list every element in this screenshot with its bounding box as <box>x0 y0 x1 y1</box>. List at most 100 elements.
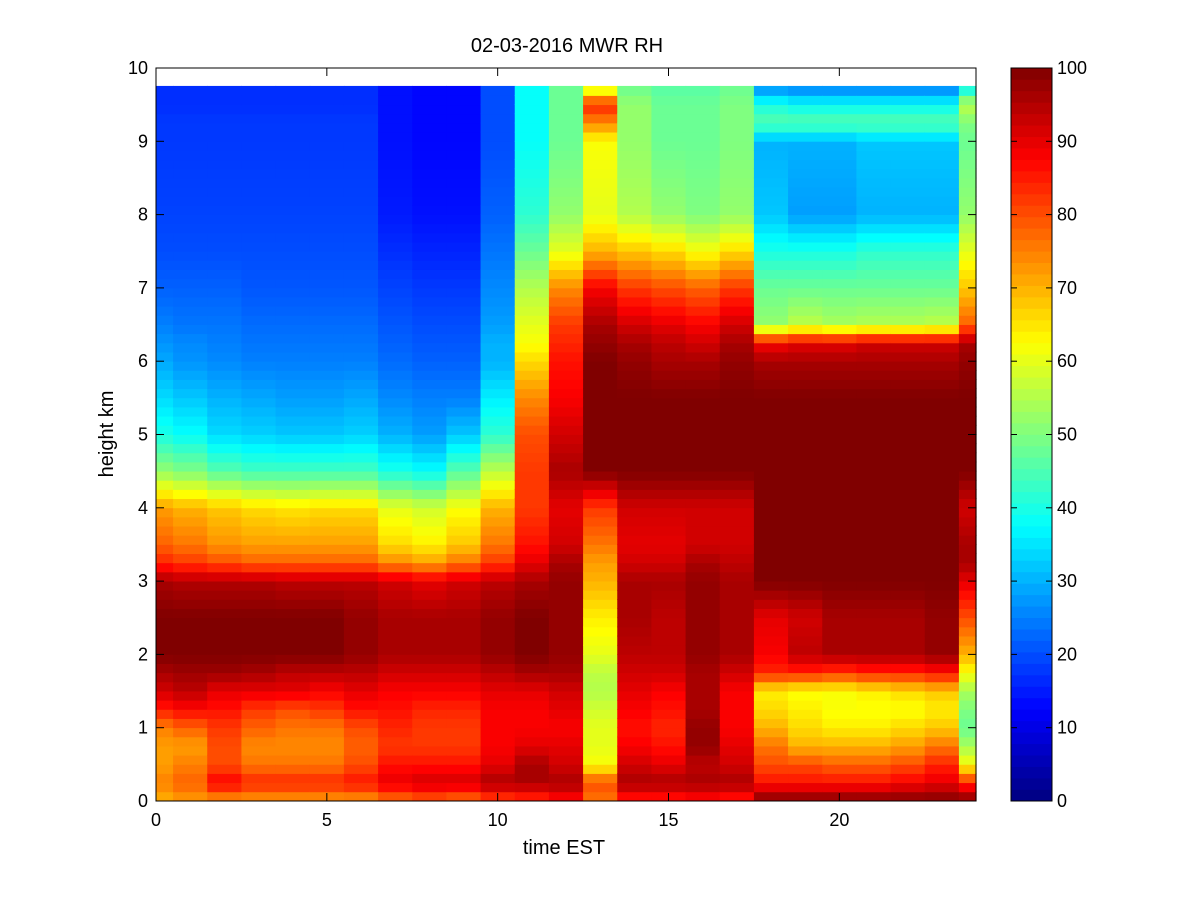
heatmap-cell <box>378 150 413 161</box>
heatmap-cell <box>822 278 858 289</box>
heatmap-cell <box>514 195 550 206</box>
heatmap-cell <box>890 424 926 435</box>
heatmap-cell <box>753 507 789 518</box>
heatmap-cell <box>241 479 277 490</box>
colorbar-strip <box>1011 205 1052 218</box>
heatmap-cell <box>788 122 823 133</box>
heatmap-cell <box>207 516 243 527</box>
colorbar-strip <box>1011 376 1052 389</box>
heatmap-cell <box>719 342 755 353</box>
heatmap-cell <box>924 333 960 344</box>
heatmap-cell <box>583 489 618 500</box>
heatmap-cell <box>788 324 823 335</box>
heatmap-cell <box>924 672 960 683</box>
heatmap-cell <box>514 672 550 683</box>
heatmap-cell <box>275 773 311 784</box>
heatmap-cell <box>548 754 584 765</box>
heatmap-cell <box>207 159 243 170</box>
heatmap-cell <box>958 672 977 683</box>
heatmap-cell <box>480 654 516 664</box>
heatmap-cell <box>156 223 174 234</box>
heatmap-cell <box>156 131 174 142</box>
heatmap-cell <box>309 507 345 518</box>
heatmap-cell <box>890 260 926 270</box>
heatmap-cell <box>685 131 721 142</box>
heatmap-cell <box>617 342 653 353</box>
heatmap-cell <box>412 736 448 747</box>
heatmap-cell <box>548 534 584 545</box>
heatmap-cell <box>514 140 550 151</box>
heatmap-cell <box>446 397 482 408</box>
heatmap-cell <box>822 397 858 408</box>
heatmap-cell <box>753 782 789 793</box>
heatmap-cell <box>822 635 858 646</box>
heatmap-cell <box>343 177 379 188</box>
heatmap-cell <box>309 241 345 252</box>
heatmap-cell <box>173 672 208 683</box>
heatmap-cell <box>958 718 977 729</box>
heatmap-cell <box>156 599 174 609</box>
heatmap-cell <box>548 663 584 674</box>
heatmap-cell <box>156 150 174 161</box>
heatmap-cell <box>856 663 892 674</box>
heatmap-cell <box>719 232 755 243</box>
heatmap-cell <box>514 525 550 536</box>
heatmap-cell <box>480 379 516 390</box>
heatmap-cell <box>343 525 379 536</box>
heatmap-cell <box>378 369 413 380</box>
heatmap-cell <box>548 745 584 756</box>
heatmap-cell <box>958 177 977 188</box>
heatmap-cell <box>514 507 550 518</box>
heatmap-cell <box>412 296 448 307</box>
heatmap-cell <box>788 168 823 179</box>
heatmap-cell <box>788 617 823 628</box>
heatmap-cell <box>583 140 618 151</box>
heatmap-cell <box>446 553 482 564</box>
heatmap-cell <box>241 122 277 133</box>
heatmap-cell <box>583 177 618 188</box>
heatmap-cell <box>343 205 379 215</box>
heatmap-cell <box>241 159 277 170</box>
heatmap-cell <box>241 727 277 738</box>
heatmap-cell <box>156 580 174 591</box>
heatmap-cell <box>514 205 550 215</box>
heatmap-cell <box>412 690 448 701</box>
heatmap-cell <box>378 479 413 490</box>
heatmap-cell <box>719 617 755 628</box>
heatmap-cell <box>958 727 977 738</box>
heatmap-cell <box>583 269 618 280</box>
heatmap-cell <box>548 260 584 270</box>
heatmap-cell <box>207 342 243 353</box>
heatmap-cell <box>924 131 960 142</box>
heatmap-cell <box>788 663 823 674</box>
heatmap-cell <box>617 223 653 234</box>
heatmap-cell <box>480 571 516 582</box>
heatmap-cell <box>309 544 345 555</box>
heatmap-cell <box>856 470 892 481</box>
heatmap-cell <box>753 177 789 188</box>
heatmap-cell <box>890 104 926 115</box>
heatmap-cell <box>207 544 243 555</box>
heatmap-cell <box>241 754 277 765</box>
heatmap-cell <box>343 113 379 124</box>
heatmap-cell <box>480 699 516 710</box>
heatmap-cell <box>856 296 892 307</box>
heatmap-cell <box>753 168 789 179</box>
heatmap-cell <box>275 406 311 417</box>
heatmap-cell <box>378 260 413 270</box>
heatmap-cell <box>514 589 550 600</box>
heatmap-cell <box>378 708 413 719</box>
heatmap-cell <box>378 250 413 261</box>
heatmap-cell <box>890 635 926 646</box>
heatmap-cell <box>241 745 277 756</box>
heatmap-cell <box>924 745 960 756</box>
heatmap-cell <box>890 534 926 545</box>
heatmap-cell <box>156 406 174 417</box>
heatmap-cell <box>156 214 174 225</box>
heatmap-cell <box>275 305 311 316</box>
heatmap-cell <box>378 104 413 115</box>
heatmap-cell <box>583 342 618 353</box>
heatmap-cell <box>343 708 379 719</box>
heatmap-cell <box>822 324 858 335</box>
heatmap-cell <box>924 452 960 463</box>
